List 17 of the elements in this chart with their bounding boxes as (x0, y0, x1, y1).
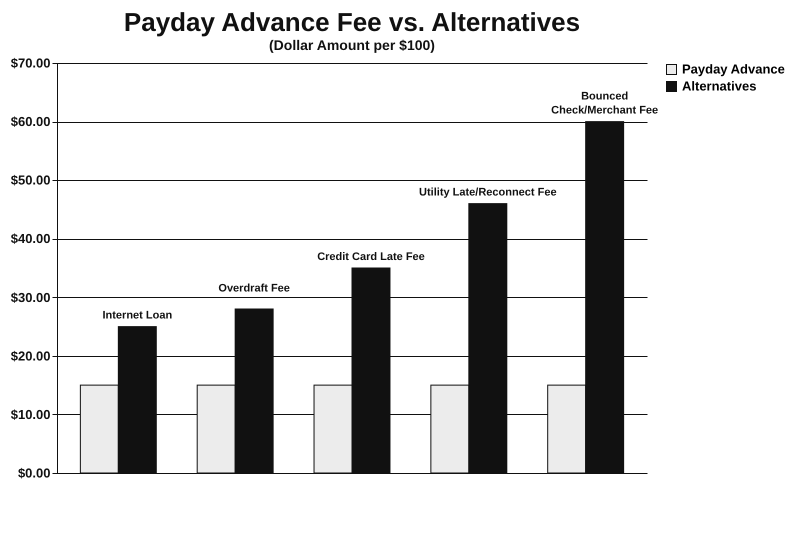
legend-label: Alternatives (682, 78, 756, 94)
chart-subtitle: (Dollar Amount per $100) (269, 37, 435, 53)
y-tick-label: $0.00 (18, 466, 50, 480)
x-tick-label: Overdraft Fee (218, 282, 290, 294)
y-tick-label: $30.00 (10, 290, 50, 305)
legend-label: Payday Advance (682, 62, 785, 76)
y-tick-label: $50.00 (10, 172, 50, 188)
x-tick-label: Credit Card Late Fee (317, 251, 425, 263)
y-tick-label: $10.00 (10, 406, 50, 422)
y-tick-label: $60.00 (10, 114, 50, 130)
y-tick-label: $40.00 (10, 231, 50, 246)
x-tick-label: Bounced Check/Merchant Fee (551, 90, 658, 117)
y-tick-label: $20.00 (10, 348, 50, 364)
x-tick-label: Utility Late/Reconnect Fee (419, 186, 557, 199)
y-tick-label: $70.00 (10, 56, 50, 70)
x-tick-label: Internet Loan (102, 310, 172, 322)
chart-title: Payday Advance Fee vs. Alternatives (124, 7, 580, 37)
